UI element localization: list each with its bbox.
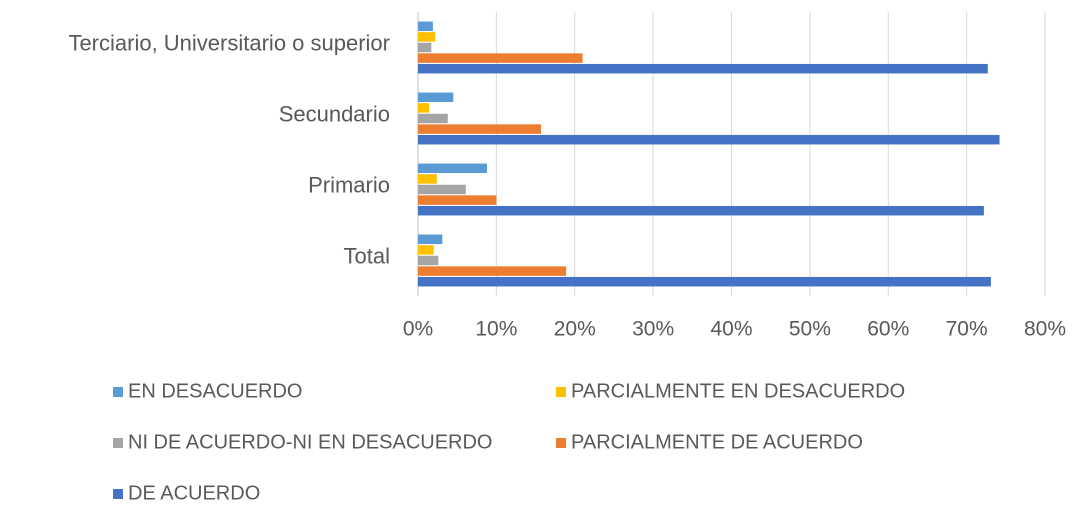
x-tick-label: 70% [946,318,988,341]
bar [418,32,436,42]
bar [418,134,1000,145]
y-tick-label: Terciario, Universitario o superior [68,30,390,55]
bar [418,255,439,266]
x-tick-label: 50% [789,318,831,341]
legend-swatch [556,438,566,448]
bar [418,205,984,216]
legend-label: PARCIALMENTE EN DESACUERDO [571,380,905,402]
bar [418,103,429,113]
bar [418,113,448,124]
x-tick-label: 20% [554,318,596,341]
y-tick-label: Secundario [279,101,390,126]
bar [418,276,991,287]
x-tick-label: 10% [475,318,517,341]
bar [418,184,466,195]
legend-label: PARCIALMENTE DE ACUERDO [571,431,863,453]
legend-label: EN DESACUERDO [128,380,302,402]
bar [418,21,433,32]
y-tick-label: Primario [308,172,390,197]
bar [418,163,487,174]
bar [418,92,454,103]
bar [418,63,988,74]
bar [418,245,434,255]
legend-swatch [556,387,566,397]
x-tick-label: 30% [632,318,674,341]
bar [418,42,432,53]
bar [418,124,542,134]
legend-swatch [113,489,123,499]
bar [418,266,567,276]
x-tick-label: 60% [867,318,909,341]
x-tick-label: 80% [1024,318,1066,341]
x-tick-label: 40% [710,318,752,341]
bar [418,174,437,184]
legend-swatch [113,438,123,448]
bar [418,234,443,245]
bar [418,53,583,63]
x-tick-label: 0% [403,318,433,341]
legend-label: NI DE ACUERDO-NI EN DESACUERDO [128,431,493,453]
legend-swatch [113,387,123,397]
legend-label: DE ACUERDO [128,482,260,504]
y-tick-label: Total [344,243,390,268]
bar [418,195,497,205]
